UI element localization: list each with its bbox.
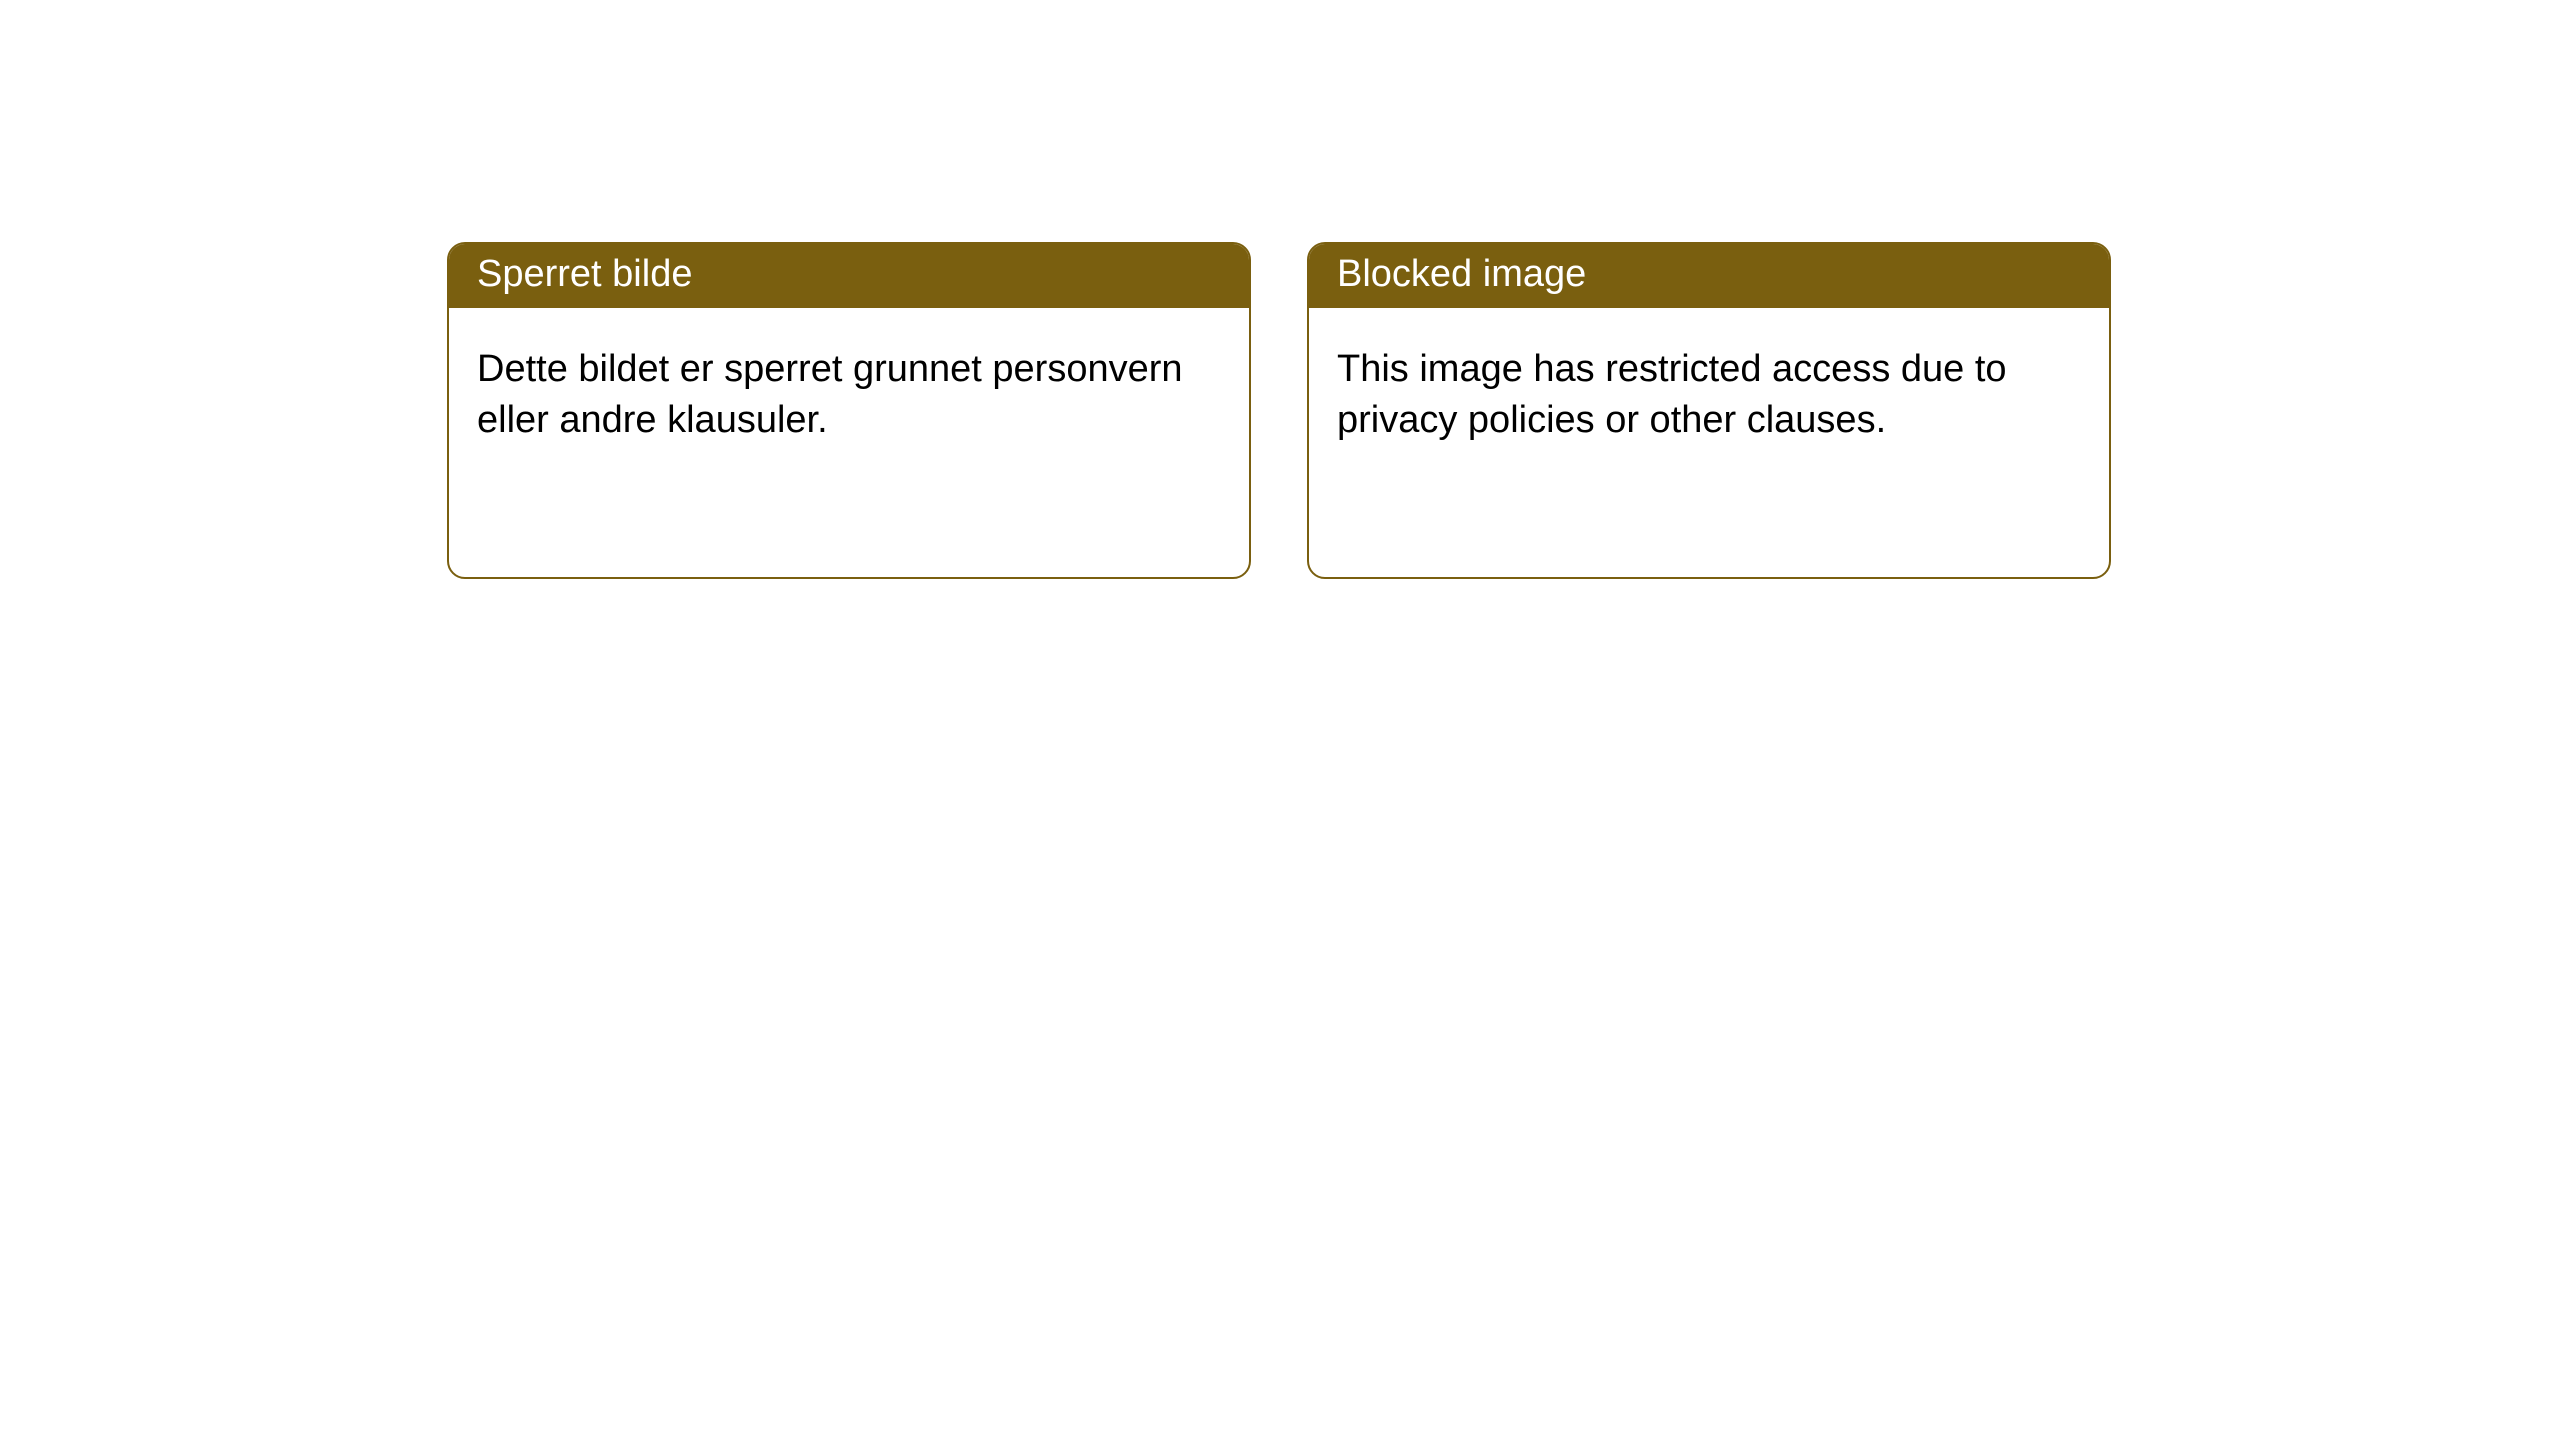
- notice-body-norwegian: Dette bildet er sperret grunnet personve…: [449, 308, 1249, 577]
- notice-title-norwegian: Sperret bilde: [449, 244, 1249, 308]
- notice-card-norwegian: Sperret bilde Dette bildet er sperret gr…: [447, 242, 1251, 579]
- notice-card-english: Blocked image This image has restricted …: [1307, 242, 2111, 579]
- notice-container: Sperret bilde Dette bildet er sperret gr…: [447, 242, 2111, 579]
- notice-title-english: Blocked image: [1309, 244, 2109, 308]
- notice-body-english: This image has restricted access due to …: [1309, 308, 2109, 577]
